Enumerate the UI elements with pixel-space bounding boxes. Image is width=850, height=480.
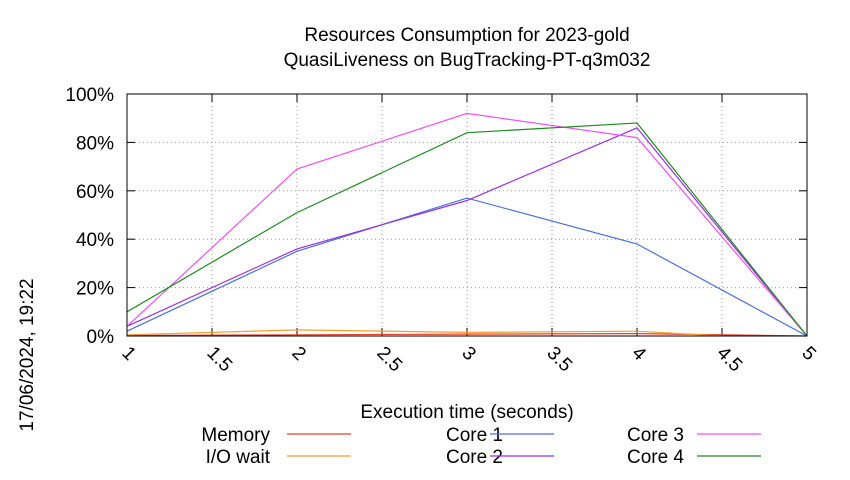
x-tick-label: 4.5 — [712, 343, 746, 377]
y-tick-label: 80% — [76, 133, 114, 154]
legend-label: I/O wait — [206, 447, 271, 468]
x-tick-label: 2.5 — [372, 343, 406, 377]
y-tick-label: 0% — [87, 327, 115, 348]
legend-label: Core 2 — [446, 447, 503, 468]
chart-subtitle: QuasiLiveness on BugTracking-PT-q3m032 — [284, 50, 651, 71]
series-line-i-o-wait — [126, 329, 723, 337]
plot-frame — [126, 93, 808, 337]
y-tick-label: 60% — [76, 182, 114, 203]
grid — [127, 94, 807, 336]
x-tick-label: 1 — [117, 343, 139, 365]
x-tick-label: 3 — [457, 343, 479, 365]
series-line-core-4 — [126, 122, 808, 337]
x-tick-label: 2 — [287, 343, 309, 365]
y-tick-label: 100% — [65, 85, 114, 106]
legend-label: Core 4 — [627, 447, 684, 468]
x-tick-label: 4 — [627, 343, 650, 366]
x-tick-label: 3.5 — [542, 343, 576, 377]
series-line-core-3 — [126, 112, 808, 337]
series-line-core-2 — [126, 127, 808, 337]
timestamp-label: 17/06/2024, 19:22 — [17, 278, 38, 431]
y-tick-label: 40% — [76, 230, 114, 251]
chart-title: Resources Consumption for 2023-gold — [304, 25, 629, 46]
legend-label: Core 3 — [627, 425, 684, 446]
legend-label: Core 1 — [446, 425, 503, 446]
x-axis-label: Execution time (seconds) — [360, 402, 573, 423]
legend-label: Memory — [201, 425, 270, 446]
series-line-core-1 — [126, 197, 808, 337]
x-tick-label: 5 — [797, 343, 819, 365]
y-axis-ticks: 0% 20% 40% 60% 80% 100% — [65, 85, 807, 348]
y-tick-label: 20% — [76, 279, 114, 300]
x-tick-label: 1.5 — [202, 343, 236, 377]
series-lines — [126, 112, 808, 337]
